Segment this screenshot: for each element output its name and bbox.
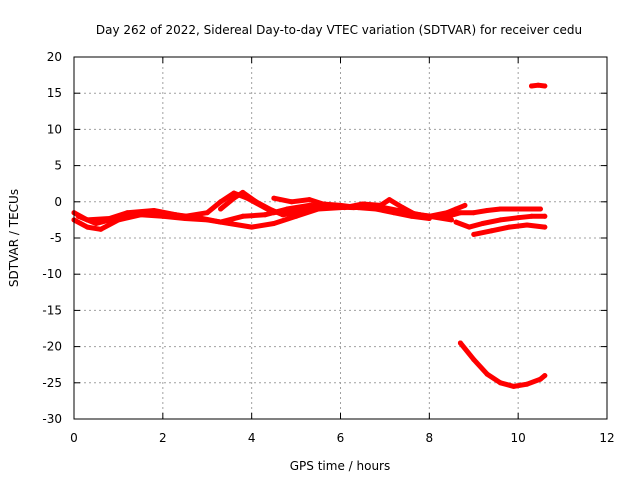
data-point — [542, 224, 548, 230]
data-point — [529, 83, 534, 89]
data-point — [378, 202, 383, 208]
data-point — [306, 197, 312, 203]
x-tick-label: 4 — [248, 431, 256, 445]
data-point — [204, 210, 210, 216]
y-axis-label: SDTVAR / TECUs — [7, 189, 21, 287]
data-point — [182, 213, 188, 219]
y-tick-label: 10 — [47, 122, 62, 136]
data-point — [542, 83, 548, 89]
data-point — [529, 213, 534, 219]
data-point — [471, 210, 477, 216]
data-point — [271, 195, 277, 201]
data-point — [360, 201, 366, 207]
data-point — [524, 381, 530, 387]
data-point — [484, 208, 490, 213]
data-point — [293, 210, 299, 216]
data-point — [280, 212, 286, 218]
data-point — [524, 206, 530, 212]
data-point — [138, 210, 144, 216]
data-point — [440, 215, 446, 221]
grid — [74, 57, 607, 419]
data-point — [253, 199, 259, 205]
data-point — [471, 231, 477, 237]
data-point — [497, 217, 503, 223]
y-tick-label: 15 — [47, 86, 62, 100]
data-point — [98, 226, 104, 232]
x-tick-label: 0 — [70, 431, 78, 445]
y-tick-label: -30 — [42, 412, 62, 426]
data-point — [249, 224, 255, 230]
x-tick-label: 10 — [511, 431, 526, 445]
series-trace-pass-e — [271, 195, 468, 219]
data-point — [373, 206, 379, 212]
data-point — [537, 376, 543, 382]
x-tick-label: 2 — [159, 431, 167, 445]
data-point — [515, 215, 521, 221]
data-point — [400, 205, 406, 211]
x-tick-label: 8 — [426, 431, 434, 445]
data-point — [542, 373, 548, 379]
data-point — [457, 210, 463, 216]
data-point — [289, 199, 295, 205]
data-point — [342, 205, 348, 211]
data-point — [266, 206, 272, 212]
data-point — [535, 82, 541, 88]
data-point — [471, 357, 477, 363]
data-point — [218, 199, 224, 205]
data-point — [115, 215, 121, 221]
data-point — [262, 212, 268, 218]
data-point — [240, 189, 246, 195]
y-tick-label: 0 — [54, 195, 62, 209]
data-point — [240, 213, 246, 219]
data-point — [75, 213, 81, 219]
x-axis-label: GPS time / hours — [290, 459, 391, 473]
y-tick-label: -10 — [42, 267, 62, 281]
y-tick-label: -5 — [50, 231, 62, 245]
data-point — [537, 206, 543, 212]
data-point — [413, 212, 419, 218]
y-tick-label: -15 — [42, 303, 62, 317]
data-point — [84, 224, 90, 230]
chart-title: Day 262 of 2022, Sidereal Day-to-day VTE… — [96, 23, 582, 37]
data-point — [511, 383, 517, 389]
data-point — [497, 380, 503, 386]
data-point — [306, 206, 312, 212]
ticks: 0 2 4 6 8 10 12 -30 -25 -20 -15 -10 -5 0 5 10 15 20 — [42, 50, 614, 445]
data-point — [271, 221, 277, 226]
x-tick-label: 6 — [337, 431, 345, 445]
data-point — [324, 202, 330, 208]
data-point — [484, 371, 490, 377]
y-tick-label: 5 — [54, 159, 62, 173]
data-point — [386, 197, 392, 203]
data-point — [231, 195, 237, 201]
data-point — [391, 210, 397, 216]
x-tick-label: 12 — [599, 431, 614, 445]
data-point — [511, 206, 517, 212]
data-point — [93, 221, 99, 226]
data-point — [160, 210, 166, 216]
data-point — [506, 224, 512, 230]
y-tick-label: -25 — [42, 376, 62, 390]
data-point — [480, 221, 486, 226]
y-tick-label: -20 — [42, 340, 62, 354]
data-point — [524, 222, 530, 228]
data-point — [218, 206, 224, 212]
data-point — [231, 190, 237, 196]
data-series — [71, 82, 548, 389]
data-point — [218, 219, 224, 225]
data-point — [489, 228, 494, 234]
data-point — [453, 219, 459, 225]
data-point — [462, 202, 468, 208]
y-tick-label: 20 — [47, 50, 62, 64]
data-point — [453, 206, 459, 212]
data-point — [449, 217, 454, 223]
data-point — [457, 340, 463, 346]
data-point — [542, 213, 548, 219]
data-point — [466, 224, 472, 230]
data-point — [497, 206, 503, 212]
data-point — [426, 213, 432, 219]
